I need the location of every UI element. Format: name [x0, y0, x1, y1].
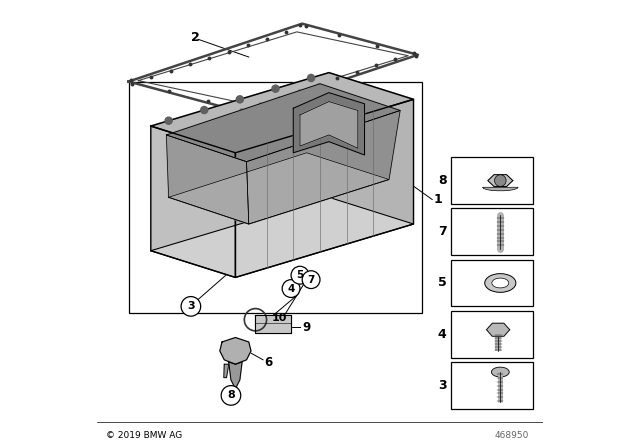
Circle shape	[221, 386, 241, 405]
Polygon shape	[151, 197, 413, 277]
Polygon shape	[166, 135, 249, 224]
Text: 7: 7	[307, 275, 315, 284]
Polygon shape	[151, 126, 236, 277]
Text: 10: 10	[272, 314, 287, 323]
Text: 4: 4	[287, 284, 295, 293]
Bar	[129, 82, 422, 313]
Bar	[451, 208, 533, 255]
Polygon shape	[488, 175, 513, 186]
Text: 9: 9	[302, 321, 310, 334]
Circle shape	[282, 280, 300, 297]
Polygon shape	[224, 364, 228, 378]
Circle shape	[181, 297, 201, 316]
Text: 6: 6	[264, 356, 273, 369]
Text: 5: 5	[438, 276, 447, 289]
Polygon shape	[220, 337, 251, 364]
Text: 7: 7	[438, 225, 447, 238]
Polygon shape	[168, 153, 389, 224]
Circle shape	[236, 96, 243, 103]
Bar	[451, 260, 533, 306]
Circle shape	[165, 117, 172, 124]
Circle shape	[291, 266, 309, 284]
Polygon shape	[246, 111, 400, 224]
Polygon shape	[255, 315, 291, 333]
Circle shape	[308, 74, 315, 82]
Polygon shape	[483, 187, 518, 191]
Polygon shape	[236, 99, 413, 277]
Text: 1: 1	[433, 193, 442, 206]
Polygon shape	[486, 323, 509, 336]
Text: 3: 3	[438, 379, 447, 392]
Circle shape	[201, 107, 208, 114]
Bar	[451, 311, 533, 358]
Text: 4: 4	[438, 327, 447, 340]
Text: 468950: 468950	[495, 431, 529, 440]
Polygon shape	[151, 73, 413, 153]
Circle shape	[302, 271, 320, 289]
Ellipse shape	[492, 278, 509, 288]
Bar	[451, 157, 533, 204]
Circle shape	[495, 175, 506, 186]
Text: 5: 5	[296, 270, 303, 280]
Text: 8: 8	[227, 390, 235, 401]
Polygon shape	[300, 102, 358, 148]
Text: 3: 3	[187, 302, 195, 311]
Polygon shape	[166, 84, 400, 162]
Text: 2: 2	[191, 30, 200, 43]
Text: 8: 8	[438, 174, 447, 187]
Polygon shape	[228, 362, 242, 389]
Ellipse shape	[484, 274, 516, 293]
Ellipse shape	[492, 367, 509, 377]
Polygon shape	[293, 93, 365, 155]
Bar	[451, 362, 533, 409]
Text: © 2019 BMW AG: © 2019 BMW AG	[106, 431, 182, 440]
Circle shape	[272, 85, 279, 92]
